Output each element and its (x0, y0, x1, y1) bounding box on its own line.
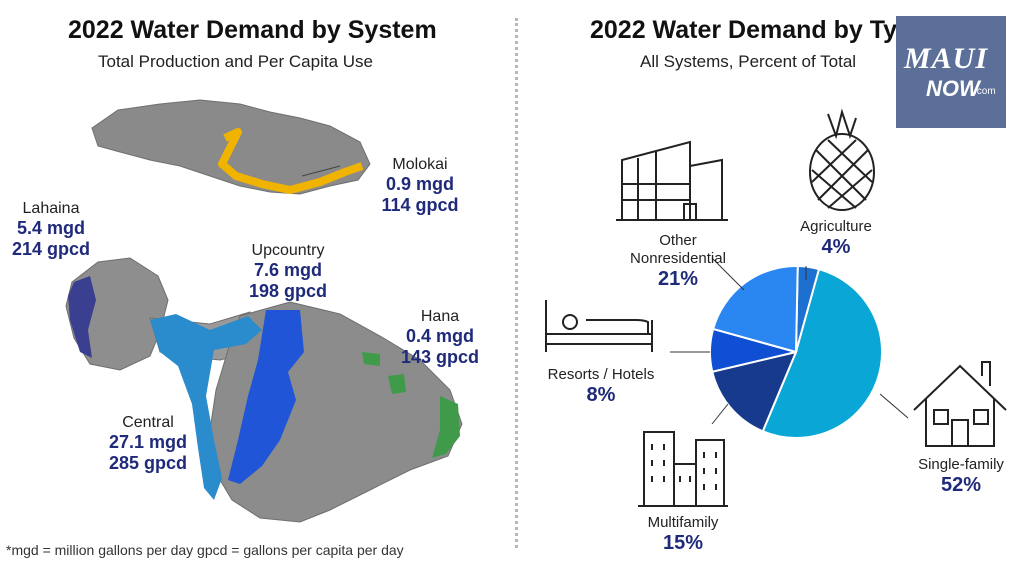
label-other-nonresidential: Other Nonresidential 21% (608, 232, 748, 291)
logo-domain-text: .com (974, 86, 996, 97)
system-gpcd: 214 gpcd (11, 239, 91, 259)
logo-sub-text: NOW (926, 76, 980, 101)
category-label: Single-family (918, 456, 1004, 473)
system-lahaina: Lahaina 5.4 mgd 214 gpcd (6, 200, 96, 260)
maui-molokai-map (65, 99, 463, 523)
pie-slice-multifamily (711, 350, 798, 433)
central-system (150, 314, 262, 500)
office-building-icon (616, 140, 728, 221)
system-name: Hana (420, 308, 460, 325)
category-label: Resorts / Hotels (547, 366, 655, 383)
system-gpcd: 114 gpcd (381, 195, 459, 215)
system-mgd: 27.1 mgd (108, 432, 188, 452)
system-mgd: 0.9 mgd (385, 174, 455, 194)
footnote: *mgd = million gallons per day gpcd = ga… (6, 542, 404, 558)
upcountry-system (228, 310, 304, 484)
label-single-family: Single-family 52% (906, 456, 1016, 497)
leader-single-family (879, 393, 909, 419)
system-name: Molokai (392, 156, 448, 173)
system-name: Upcountry (251, 242, 325, 259)
system-mgd: 0.4 mgd (405, 326, 475, 346)
category-label: Multifamily (647, 514, 719, 531)
system-name: Lahaina (22, 200, 80, 217)
logo-main-text: MAUI (904, 42, 989, 75)
label-resorts-hotels: Resorts / Hotels 8% (536, 366, 666, 407)
label-multifamily: Multifamily 15% (628, 514, 738, 555)
leader-other (711, 257, 745, 291)
category-percent: 4% (821, 236, 851, 258)
lahaina-system (68, 276, 96, 358)
molokai-system (218, 128, 364, 194)
leader-multifamily (711, 403, 729, 425)
hana-system (362, 352, 460, 458)
category-label-line: Nonresidential (630, 250, 726, 267)
panel-divider (515, 18, 518, 548)
system-mgd: 5.4 mgd (16, 218, 86, 238)
pineapple-icon (809, 108, 875, 211)
molokai-leader (301, 165, 341, 177)
chart-title: 2022 Water Demand by Type (590, 16, 927, 44)
system-hana: Hana 0.4 mgd 143 gpcd (390, 308, 490, 368)
apartment-buildings-icon (638, 431, 728, 507)
chart-subtitle: All Systems, Percent of Total (640, 52, 857, 71)
pie-slice-other-nonresidential (711, 265, 799, 354)
category-percent: 52% (940, 474, 982, 496)
pie-chart (545, 108, 1007, 507)
left-title: 2022 Water Demand by System (68, 16, 437, 44)
system-molokai: Molokai 0.9 mgd 114 gpcd (370, 156, 470, 216)
system-gpcd: 143 gpcd (400, 347, 480, 367)
system-gpcd: 198 gpcd (248, 281, 328, 301)
label-agriculture: Agriculture 4% (778, 218, 894, 259)
category-percent: 8% (586, 384, 616, 406)
system-gpcd: 285 gpcd (108, 453, 188, 473)
pie-slice-single-family (761, 267, 884, 439)
house-icon (913, 361, 1007, 447)
category-label: Agriculture (800, 218, 872, 235)
category-percent: 21% (657, 268, 699, 290)
system-mgd: 7.6 mgd (253, 260, 323, 280)
system-name: Central (122, 414, 174, 431)
system-central: Central 27.1 mgd 285 gpcd (96, 414, 200, 474)
category-label-line: Other (659, 232, 697, 249)
category-percent: 15% (662, 532, 704, 554)
bed-icon (545, 300, 653, 352)
system-upcountry: Upcountry 7.6 mgd 198 gpcd (238, 242, 338, 302)
left-subtitle: Total Production and Per Capita Use (98, 52, 373, 71)
maui-now-logo: MAUI NOW .com (896, 16, 1006, 128)
